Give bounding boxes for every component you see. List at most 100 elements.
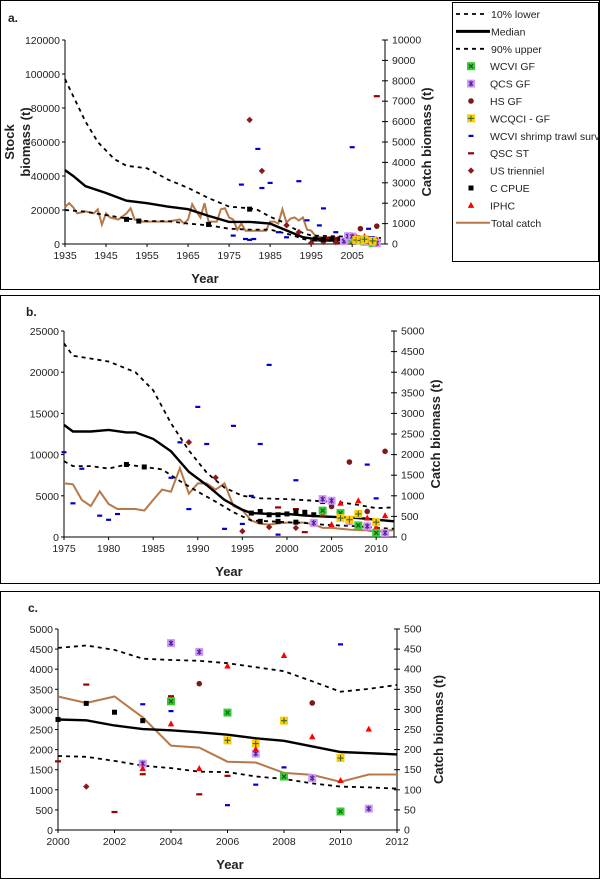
wcvi-shrimp-point <box>251 238 256 240</box>
x-tick-label: 1980 <box>97 543 121 555</box>
hs-gf-point <box>358 226 364 232</box>
legend-label: QCS GF <box>490 79 530 91</box>
qcs-gf-point <box>365 805 373 813</box>
wcvi-shrimp-point <box>338 643 343 645</box>
qsc-st-point <box>225 775 231 777</box>
c-cpue-point <box>293 509 298 514</box>
legend-swatch <box>468 98 474 104</box>
c-cpue-point <box>293 520 298 525</box>
y-tick-label: 4000 <box>30 664 54 676</box>
y2-tick-label: 0 <box>404 825 410 837</box>
x-tick-label: 2004 <box>159 836 183 848</box>
c-cpue-point <box>302 510 307 515</box>
c-cpue-point <box>276 512 281 517</box>
legend-label: US trienniel <box>490 166 544 178</box>
wcvi-shrimp-point <box>186 508 191 510</box>
wcvi-shrimp-point <box>276 231 281 233</box>
wcvi-shrimp-point <box>115 513 120 515</box>
c-cpue-point <box>258 519 263 524</box>
y2-tick-label: 10000 <box>392 35 421 47</box>
c-cpue-point <box>258 509 263 514</box>
legend-label: IPHC <box>490 200 516 212</box>
wcvi-shrimp-point <box>225 804 230 806</box>
y2-tick-label: 500 <box>401 511 419 523</box>
y-tick-label: 5000 <box>36 491 60 503</box>
y-tick-label: 2500 <box>30 725 54 737</box>
x-tick-label: 2000 <box>275 543 299 555</box>
legend-label: 10% lower <box>491 9 541 21</box>
wcqci-gf-point <box>345 516 353 524</box>
qcs-gf-point <box>308 774 316 782</box>
qsc-st-point <box>83 683 89 685</box>
legend-swatch <box>467 114 475 122</box>
y-tick-label: 1000 <box>30 785 54 797</box>
wcvi-shrimp-point <box>259 187 264 189</box>
wcqci-gf-point <box>369 237 377 245</box>
y-tick-label: 25000 <box>30 326 59 338</box>
c-cpue-point <box>124 217 129 222</box>
y-tick-label: 5000 <box>30 624 54 636</box>
legend-label: Total catch <box>491 218 541 230</box>
wcqci-gf-point <box>224 736 232 744</box>
c-cpue-point <box>276 519 281 524</box>
y2-tick-label: 300 <box>404 704 422 716</box>
y2-tick-label: 9000 <box>392 55 416 67</box>
y2-tick-label: 3000 <box>401 408 425 420</box>
panel-c-frame <box>1 592 600 879</box>
y2-tick-label: 5000 <box>401 326 425 338</box>
y-tick-label: 15000 <box>30 408 59 420</box>
y2-tick-label: 2500 <box>401 429 425 441</box>
wcvi-shrimp-point <box>222 528 227 530</box>
wcvi-shrimp-point <box>321 207 326 209</box>
wcvi-shrimp-point <box>62 451 67 453</box>
y2-tick-label: 200 <box>404 744 422 756</box>
wcvi-shrimp-point <box>255 148 260 150</box>
y-tick-label: 3500 <box>30 684 54 696</box>
legend-label: C CPUE <box>490 183 530 195</box>
c-cpue-point <box>142 464 147 469</box>
wcvi-shrimp-point <box>106 519 111 521</box>
y2-tick-label: 500 <box>404 624 422 636</box>
hs-gf-point <box>382 449 388 455</box>
legend-swatch <box>469 186 474 191</box>
wcvi-shrimp-point <box>374 497 379 499</box>
wcvi-gf-point <box>354 521 362 529</box>
legend-label: WCVI shrimp trawl survey <box>490 131 600 143</box>
wcvi-shrimp-point <box>97 515 102 517</box>
c-cpue-point <box>56 717 61 722</box>
wcvi-shrimp-point <box>169 710 174 712</box>
x-tick-label: 1935 <box>53 250 77 262</box>
y2-tick-label: 6000 <box>392 116 416 128</box>
x-tick-label: 2005 <box>340 250 364 262</box>
qcs-gf-point <box>310 519 318 527</box>
y2-tick-label: 1500 <box>401 470 425 482</box>
x-tick-label: 1985 <box>258 250 282 262</box>
wcvi-shrimp-point <box>296 180 301 182</box>
c-cpue-point <box>84 701 89 706</box>
hs-gf-point <box>347 459 353 465</box>
y-tick-label: 60000 <box>31 137 60 149</box>
qcs-gf-point <box>319 495 327 503</box>
y2-tick-label: 450 <box>404 644 422 656</box>
y-axis-title: Stock <box>2 124 17 160</box>
wcqci-gf-point <box>336 514 344 522</box>
x-tick-label: 1990 <box>186 543 210 555</box>
y2-tick-label: 250 <box>404 724 422 736</box>
y2-axis-title: Catch biomass (t) <box>428 379 443 488</box>
y-tick-label: 20000 <box>31 205 60 217</box>
legend-label: Median <box>491 26 526 38</box>
x-axis-title: Year <box>215 564 242 579</box>
legend-swatch <box>467 80 475 88</box>
wcvi-shrimp-point <box>70 502 75 504</box>
hs-gf-point <box>364 509 370 515</box>
wcvi-shrimp-point <box>258 443 263 445</box>
wcvi-shrimp-point <box>284 236 289 238</box>
c-cpue-point <box>247 207 252 212</box>
wcvi-gf-point <box>167 697 175 705</box>
y-tick-label: 2000 <box>30 745 54 757</box>
x-tick-label: 2002 <box>103 836 127 848</box>
y2-tick-label: 4000 <box>401 367 425 379</box>
y2-tick-label: 0 <box>401 532 407 544</box>
qsc-st-point <box>112 811 118 813</box>
